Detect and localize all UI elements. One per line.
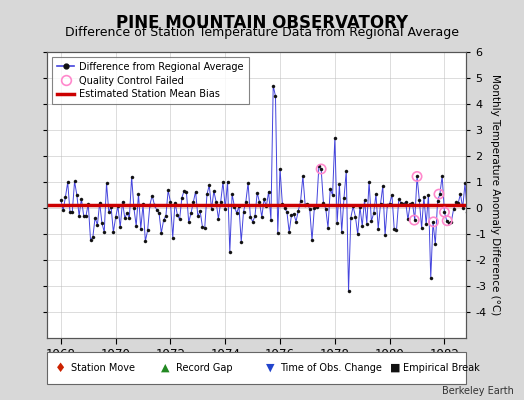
Text: Record Gap: Record Gap xyxy=(176,363,232,373)
Text: Time of Obs. Change: Time of Obs. Change xyxy=(280,363,382,373)
Text: PINE MOUNTAIN OBSERVATORY: PINE MOUNTAIN OBSERVATORY xyxy=(116,14,408,32)
Text: ▲: ▲ xyxy=(161,363,169,373)
Point xyxy=(435,191,443,197)
Legend: Difference from Regional Average, Quality Control Failed, Estimated Station Mean: Difference from Regional Average, Qualit… xyxy=(52,57,248,104)
Point xyxy=(429,219,438,225)
Text: Empirical Break: Empirical Break xyxy=(403,363,480,373)
Text: ■: ■ xyxy=(390,363,401,373)
Point xyxy=(443,218,451,224)
Text: ▼: ▼ xyxy=(266,363,274,373)
Text: Station Move: Station Move xyxy=(71,363,135,373)
Point xyxy=(440,209,449,215)
Point xyxy=(317,166,325,172)
Text: ♦: ♦ xyxy=(54,362,66,374)
Y-axis label: Monthly Temperature Anomaly Difference (°C): Monthly Temperature Anomaly Difference (… xyxy=(490,74,500,316)
Text: Difference of Station Temperature Data from Regional Average: Difference of Station Temperature Data f… xyxy=(65,26,459,39)
Point xyxy=(413,173,421,180)
Point xyxy=(410,217,419,223)
Text: Berkeley Earth: Berkeley Earth xyxy=(442,386,514,396)
